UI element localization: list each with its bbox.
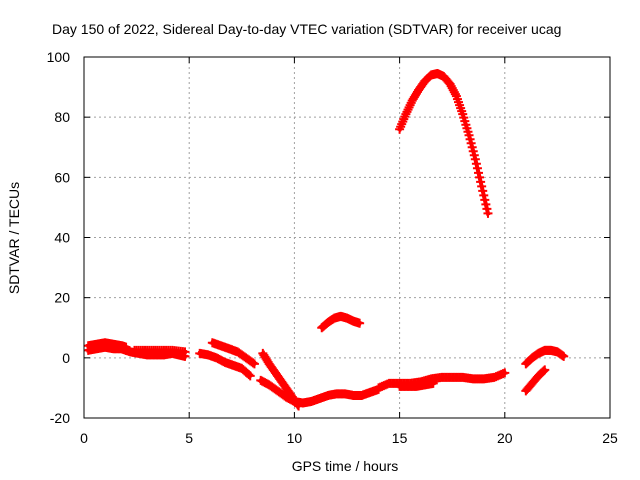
data-point — [475, 172, 485, 182]
y-axis-label: SDTVAR / TECUs — [6, 182, 22, 294]
data-point — [469, 150, 479, 160]
series-track-9 — [395, 69, 493, 218]
data-point — [460, 116, 470, 126]
data-point — [465, 134, 475, 144]
data-point — [466, 138, 476, 148]
x-tick-label: 0 — [80, 430, 88, 446]
data-point — [500, 368, 510, 378]
series-track-2b — [129, 345, 190, 357]
series-track-8 — [374, 368, 510, 393]
y-tick-label: -20 — [50, 410, 70, 426]
series-layer — [83, 69, 569, 411]
data-point — [476, 177, 486, 187]
x-tick-label: 15 — [392, 430, 408, 446]
data-point — [458, 109, 468, 119]
data-point — [467, 142, 477, 152]
x-tick-label: 25 — [602, 430, 618, 446]
series-track-4 — [207, 338, 259, 369]
series-track-3 — [195, 348, 255, 381]
plot-frame — [83, 56, 611, 419]
data-point — [472, 163, 482, 173]
data-point — [478, 186, 488, 196]
data-point — [249, 359, 259, 369]
x-tick-label: 20 — [497, 430, 513, 446]
series-track-7 — [317, 311, 365, 333]
chart-title: Day 150 of 2022, Sidereal Day-to-day VTE… — [52, 21, 561, 37]
data-point — [539, 366, 549, 376]
data-point — [483, 208, 493, 218]
axis-ticks — [83, 56, 611, 419]
y-tick-label: 0 — [62, 350, 70, 366]
y-tick-label: 20 — [54, 290, 70, 306]
data-point — [180, 347, 190, 357]
y-tick-label: 60 — [54, 169, 70, 185]
data-point — [471, 159, 481, 169]
series-track-6 — [256, 375, 384, 408]
data-point — [559, 351, 569, 361]
data-point — [481, 199, 491, 209]
data-point — [477, 181, 487, 191]
data-point — [479, 190, 489, 200]
axis-tick-labels: 0 5 10 15 20 25 -20 0 20 40 60 80 100 — [47, 49, 618, 446]
series-track-8b — [395, 378, 438, 391]
series-track-10 — [521, 345, 569, 369]
y-tick-label: 40 — [54, 230, 70, 246]
data-point — [482, 204, 492, 214]
x-axis-label: GPS time / hours — [292, 458, 399, 474]
data-point — [470, 154, 480, 164]
data-point — [463, 127, 473, 137]
y-tick-label: 100 — [47, 49, 71, 65]
y-tick-label: 80 — [54, 109, 70, 125]
x-tick-label: 10 — [287, 430, 303, 446]
data-point — [245, 371, 255, 381]
x-tick-label: 5 — [185, 430, 193, 446]
data-point — [480, 195, 490, 205]
data-point — [474, 168, 483, 178]
data-point — [540, 365, 550, 375]
data-point — [464, 130, 474, 140]
data-point — [355, 318, 365, 328]
data-point — [459, 113, 469, 123]
series-track-11 — [521, 365, 550, 396]
data-point — [428, 378, 438, 388]
grid — [84, 57, 610, 418]
data-point — [462, 123, 472, 133]
data-point — [461, 120, 471, 130]
data-point — [468, 146, 478, 156]
